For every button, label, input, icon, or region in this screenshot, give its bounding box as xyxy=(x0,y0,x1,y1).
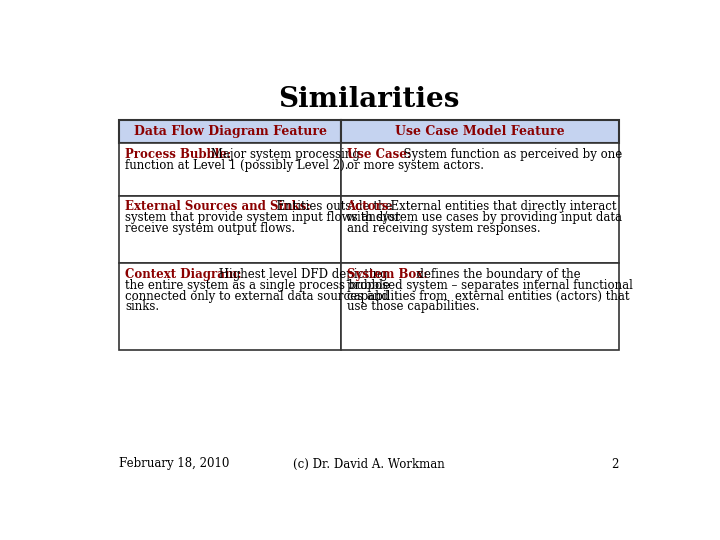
Text: Actors:: Actors: xyxy=(346,200,393,213)
Text: Context Diagram:: Context Diagram: xyxy=(125,268,241,281)
Bar xyxy=(341,264,618,350)
Text: use those capabilities.: use those capabilities. xyxy=(346,300,479,313)
Text: Similarities: Similarities xyxy=(279,86,459,113)
Text: sinks.: sinks. xyxy=(125,300,159,313)
Text: Highest level DFD depicting: Highest level DFD depicting xyxy=(215,268,388,281)
Bar xyxy=(120,195,341,264)
Text: function at Level 1 (possibly Level 2).: function at Level 1 (possibly Level 2). xyxy=(125,159,348,172)
Bar xyxy=(341,195,618,264)
Text: System function as perceived by one: System function as perceived by one xyxy=(396,148,623,161)
Text: connected only to external data sources and: connected only to external data sources … xyxy=(125,289,389,302)
Text: with system use cases by providing input data: with system use cases by providing input… xyxy=(346,211,621,224)
Text: Major system processing: Major system processing xyxy=(207,148,360,161)
Text: February 18, 2010: February 18, 2010 xyxy=(120,457,230,470)
Text: the entire system as a single process bubble: the entire system as a single process bu… xyxy=(125,279,390,292)
Text: External entities that directly interact: External entities that directly interact xyxy=(383,200,616,213)
Text: 2: 2 xyxy=(611,457,618,470)
Text: System Box:: System Box: xyxy=(346,268,427,281)
Text: defines the boundary of the: defines the boundary of the xyxy=(409,268,580,281)
Bar xyxy=(120,120,341,143)
Text: Data Flow Diagram Feature: Data Flow Diagram Feature xyxy=(134,125,327,138)
Text: Use Case Model Feature: Use Case Model Feature xyxy=(395,125,564,138)
Text: receive system output flows.: receive system output flows. xyxy=(125,222,295,235)
Text: and receiving system responses.: and receiving system responses. xyxy=(346,222,540,235)
Text: Entities outside the: Entities outside the xyxy=(269,200,392,213)
Text: External Sources and Sinks:: External Sources and Sinks: xyxy=(125,200,310,213)
Bar xyxy=(341,143,618,195)
Text: Use Case:: Use Case: xyxy=(346,148,411,161)
Text: (c) Dr. David A. Workman: (c) Dr. David A. Workman xyxy=(293,457,445,470)
Text: or more system actors.: or more system actors. xyxy=(346,159,484,172)
Bar xyxy=(341,120,618,143)
Bar xyxy=(120,264,341,350)
Bar xyxy=(120,143,341,195)
Text: Process Bubble:: Process Bubble: xyxy=(125,148,231,161)
Text: proposed system – separates internal functional: proposed system – separates internal fun… xyxy=(346,279,632,292)
Text: capabilities from  external entities (actors) that: capabilities from external entities (act… xyxy=(346,289,629,302)
Text: system that provide system input flows and/or: system that provide system input flows a… xyxy=(125,211,400,224)
